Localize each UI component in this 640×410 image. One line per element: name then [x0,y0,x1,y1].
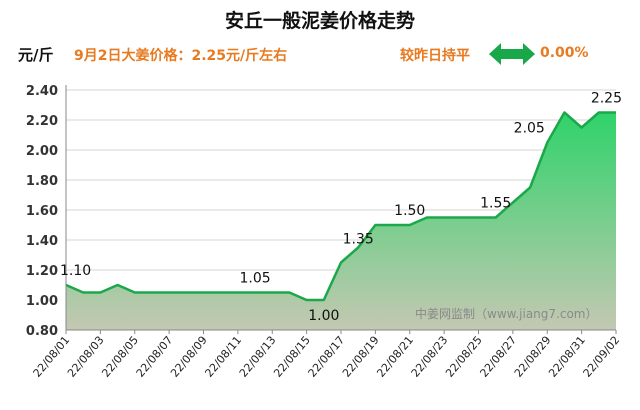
price-area [66,112,616,330]
y-tick-label: 1.20 [26,264,58,279]
data-label: 1.00 [308,308,339,324]
data-labels: 1.10 1.05 1.00 1.35 1.50 1.55 2.05 2.25 [60,91,622,325]
price-note: 9月2日大姜价格：2.25元/斤左右 [74,48,288,64]
y-tick-label: 2.20 [26,114,58,129]
change-percent: 0.00% [540,45,589,61]
y-tick-label: 1.80 [26,174,58,189]
data-label: 1.10 [60,263,91,279]
watermark: 中姜网监制（www.jiang7.com） [415,306,597,321]
chart-title: 安丘一般泥姜价格走势 [224,10,415,32]
y-tick-label: 0.80 [26,324,58,339]
price-line [65,111,616,302]
x-tick-label: 22/09/02 [581,334,623,380]
y-tick-label: 1.60 [26,204,58,219]
data-label: 1.55 [480,196,511,212]
y-tick-label: 1.40 [26,234,58,249]
y-tick-label: 1.00 [26,294,58,309]
data-label: 2.05 [514,121,545,137]
data-label: 1.05 [239,271,270,287]
data-label: 1.50 [394,203,425,219]
y-axis: 0.80 1.00 1.20 1.40 1.60 1.80 2.00 2.20 2.40 [26,84,58,339]
comparison-note: 较昨日持平 [400,48,470,64]
y-tick-label: 2.00 [26,144,58,159]
double-arrow-icon [489,43,535,65]
unit-label: 元/斤 [18,46,54,64]
x-axis: 22/08/0122/08/0322/08/0522/08/0722/08/09… [31,330,623,380]
y-tick-label: 2.40 [26,84,58,99]
data-label: 1.35 [343,232,374,248]
data-label: 2.25 [591,91,622,107]
